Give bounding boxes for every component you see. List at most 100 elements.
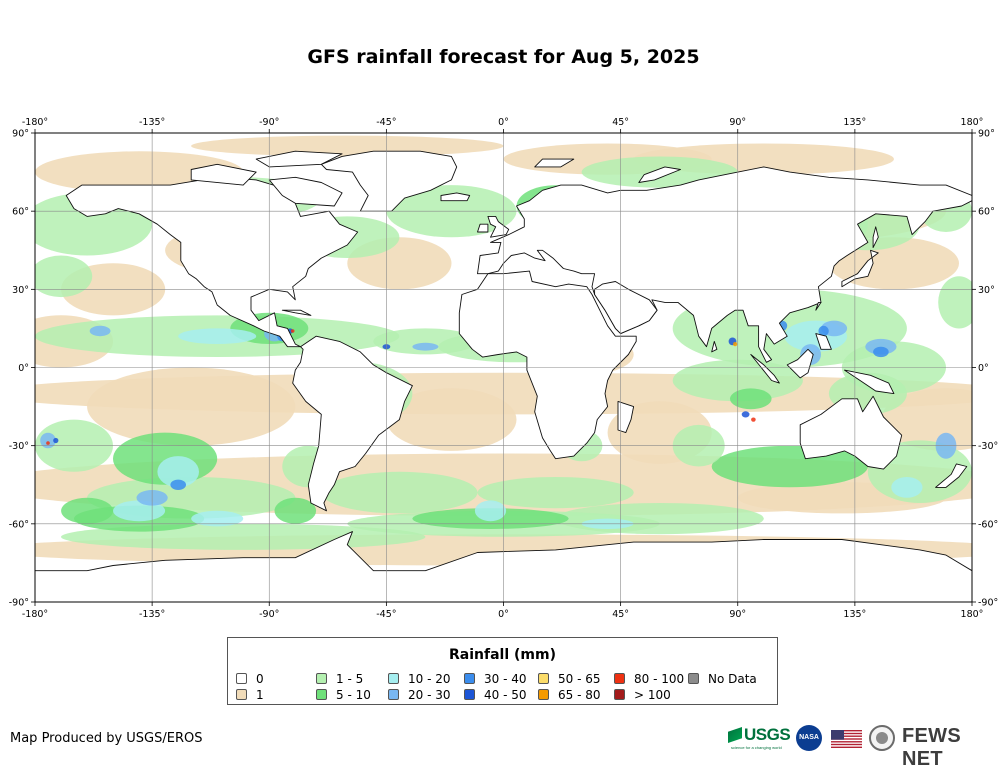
legend-swatch bbox=[316, 689, 327, 700]
landmass-iceland bbox=[440, 192, 471, 202]
landmass-philippines bbox=[815, 333, 832, 350]
legend-label: 80 - 100 bbox=[634, 671, 685, 686]
rainfall-area-4 bbox=[87, 367, 296, 446]
legend-item: 20 - 30 bbox=[388, 687, 451, 702]
lon-label-top: -180° bbox=[22, 117, 48, 128]
legend-item: 40 - 50 bbox=[464, 687, 527, 702]
lon-label-top: -90° bbox=[259, 117, 279, 128]
legend-label: 5 - 10 bbox=[336, 687, 371, 702]
rainfall-area-68 bbox=[89, 325, 111, 337]
legend-swatch bbox=[236, 673, 247, 684]
lon-label-top: 135° bbox=[843, 117, 866, 128]
rainfall-area-89 bbox=[46, 441, 50, 445]
rainfall-area-79 bbox=[170, 479, 186, 490]
legend-title: Rainfall (mm) bbox=[449, 647, 556, 663]
landmass-borneo bbox=[786, 348, 814, 379]
fews-net-logo[interactable]: FEWS NET bbox=[902, 725, 961, 770]
legend-item: 65 - 80 bbox=[538, 687, 601, 702]
lon-label-bottom: 45° bbox=[612, 609, 629, 620]
landmass-cuba bbox=[281, 309, 312, 316]
landmass-svalbard bbox=[534, 158, 575, 168]
map-credit: Map Produced by USGS/EROS bbox=[10, 731, 203, 746]
graticule bbox=[35, 133, 972, 602]
legend-item: 0 bbox=[236, 671, 264, 686]
lat-label-left: -90° bbox=[9, 598, 29, 609]
lat-label-right: -30° bbox=[978, 441, 998, 452]
legend-swatch bbox=[614, 673, 625, 684]
usgs-logo[interactable]: USGS science for a changing world bbox=[728, 725, 792, 751]
legend-item: > 100 bbox=[614, 687, 671, 702]
usgs-logo-text: USGS bbox=[744, 725, 791, 744]
legend-swatch bbox=[538, 689, 549, 700]
partner-logos: USGS science for a changing world NASA F… bbox=[728, 723, 1000, 770]
legend-label: 30 - 40 bbox=[484, 671, 527, 686]
legend-swatch bbox=[388, 673, 399, 684]
landmass-south-america bbox=[292, 335, 413, 512]
legend-swatch bbox=[236, 689, 247, 700]
rainfall-area-75 bbox=[40, 432, 56, 449]
rainfall-area-59 bbox=[157, 456, 199, 488]
legend-swatch bbox=[688, 673, 699, 684]
rainfall-area-32 bbox=[477, 477, 634, 509]
lon-label-bottom: -180° bbox=[22, 609, 48, 620]
lat-label-right: 0° bbox=[978, 363, 989, 374]
rainfall-area-88 bbox=[290, 329, 295, 333]
rainfall-area-56 bbox=[730, 388, 772, 410]
lon-label-bottom: 180° bbox=[961, 609, 984, 620]
lat-label-right: 60° bbox=[978, 207, 995, 218]
lon-label-bottom: -90° bbox=[259, 609, 279, 620]
lat-label-right: 90° bbox=[978, 129, 995, 140]
legend-label: No Data bbox=[708, 671, 757, 686]
lat-label-left: 0° bbox=[18, 363, 29, 374]
legend-item: 50 - 65 bbox=[538, 671, 601, 686]
rainfall-area-57 bbox=[938, 276, 972, 329]
rainfall-area-62 bbox=[891, 477, 923, 498]
legend-label: 50 - 65 bbox=[558, 671, 601, 686]
lon-label-top: -45° bbox=[376, 117, 396, 128]
legend-swatch bbox=[538, 673, 549, 684]
legend-label: 1 - 5 bbox=[336, 671, 364, 686]
landmass-sakhalin bbox=[872, 226, 879, 249]
legend-label: 10 - 20 bbox=[408, 671, 451, 686]
legend-swatch bbox=[464, 689, 475, 700]
map-title: GFS rainfall forecast for Aug 5, 2025 bbox=[307, 46, 700, 68]
landmass-arabia-connector bbox=[594, 281, 658, 335]
rainfall-area-86 bbox=[733, 342, 738, 347]
lon-label-top: -135° bbox=[139, 117, 165, 128]
legend-item: 80 - 100 bbox=[614, 671, 684, 686]
nasa-logo[interactable]: NASA bbox=[796, 725, 822, 751]
landmass-eurasia bbox=[477, 166, 972, 363]
rainfall-area-55 bbox=[274, 497, 317, 524]
legend-swatch bbox=[614, 689, 625, 700]
lon-label-top: 45° bbox=[612, 117, 629, 128]
landmass-new-zealand bbox=[935, 463, 968, 488]
lon-label-bottom: 90° bbox=[729, 609, 746, 620]
rainfall-area-31 bbox=[321, 471, 478, 514]
legend-label: 0 bbox=[256, 671, 264, 686]
rainfall-area-69 bbox=[412, 342, 439, 351]
usgs-mark-icon bbox=[728, 727, 742, 743]
legend-label: 65 - 80 bbox=[558, 687, 601, 702]
state-department-seal-icon bbox=[869, 725, 895, 751]
legend-item: No Data bbox=[688, 671, 757, 686]
rainfall-area-64 bbox=[178, 328, 257, 345]
usgs-tagline: science for a changing world bbox=[731, 745, 782, 750]
rainfall-area-45 bbox=[35, 255, 93, 298]
rainfall-area-5 bbox=[386, 388, 517, 451]
landmass-sri-lanka bbox=[711, 340, 718, 353]
rainfall-area-34 bbox=[711, 445, 868, 488]
lat-label-right: -90° bbox=[978, 598, 998, 609]
landmass-madagascar bbox=[617, 400, 635, 434]
rainfall-area-87 bbox=[751, 417, 756, 422]
legend-label: 40 - 50 bbox=[484, 687, 527, 702]
lat-label-left: 60° bbox=[12, 207, 29, 218]
lon-label-bottom: -135° bbox=[139, 609, 165, 620]
lon-label-bottom: 135° bbox=[843, 609, 866, 620]
landmass-north-america bbox=[65, 176, 359, 348]
lon-label-bottom: 0° bbox=[498, 609, 509, 620]
landmass-greenland bbox=[320, 150, 458, 212]
legend-item: 5 - 10 bbox=[316, 687, 371, 702]
legend-item: 10 - 20 bbox=[388, 671, 451, 686]
landmass-ellesmere bbox=[255, 150, 343, 168]
